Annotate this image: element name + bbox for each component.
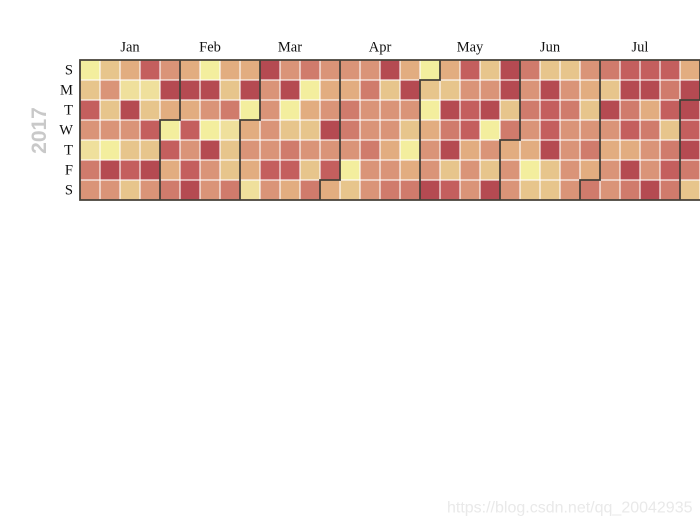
svg-text:Jul: Jul [632, 40, 649, 56]
svg-text:Feb: Feb [199, 40, 221, 56]
svg-text:T: T [64, 143, 73, 159]
svg-text:Mar: Mar [278, 40, 302, 56]
svg-text:2017: 2017 [28, 107, 51, 154]
svg-text:May: May [457, 40, 484, 56]
svg-text:Jun: Jun [540, 40, 561, 56]
svg-text:S: S [65, 63, 73, 79]
svg-text:F: F [65, 163, 73, 179]
svg-text:https://blog.csdn.net/qq_20042: https://blog.csdn.net/qq_20042935 [447, 499, 693, 516]
svg-text:M: M [60, 83, 73, 99]
svg-text:W: W [59, 123, 73, 139]
svg-text:T: T [64, 103, 73, 119]
svg-text:Jan: Jan [120, 40, 140, 56]
svg-text:S: S [65, 183, 73, 199]
svg-text:Apr: Apr [369, 40, 392, 56]
